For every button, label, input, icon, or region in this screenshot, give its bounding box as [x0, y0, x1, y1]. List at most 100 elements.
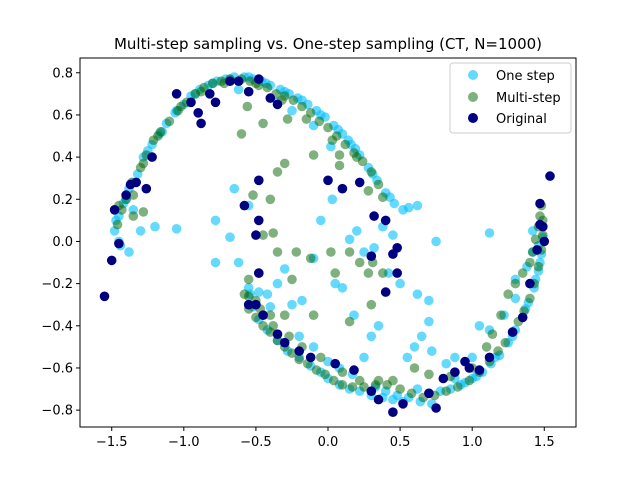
point-one-step — [287, 299, 297, 310]
point-multi-step — [268, 321, 279, 331]
chart-title: Multi-step sampling vs. One-step samplin… — [114, 35, 542, 53]
point-original — [106, 255, 117, 266]
point-one-step — [253, 287, 264, 297]
point-multi-step — [311, 365, 322, 375]
point-multi-step — [258, 321, 268, 331]
y-tick-label: −0.4 — [41, 319, 73, 334]
point-original — [121, 190, 131, 200]
point-one-step — [369, 243, 379, 253]
point-original — [186, 97, 196, 108]
point-original — [538, 221, 548, 232]
point-original — [141, 183, 152, 194]
point-one-step — [431, 236, 441, 247]
point-original — [109, 205, 120, 215]
point-original — [253, 175, 264, 186]
point-original — [147, 152, 157, 162]
point-original — [330, 358, 341, 369]
point-multi-step — [243, 291, 254, 302]
point-multi-step — [373, 179, 384, 190]
point-multi-step — [251, 312, 261, 323]
point-multi-step — [291, 247, 302, 257]
point-original — [253, 215, 264, 226]
point-one-step — [229, 183, 240, 194]
point-one-step — [409, 342, 420, 352]
point-one-step — [279, 264, 290, 274]
point-multi-step — [500, 337, 511, 348]
y-tick-label: −0.8 — [41, 404, 73, 419]
point-multi-step — [320, 369, 330, 380]
point-original — [517, 312, 528, 323]
x-tick-label: −1.5 — [96, 435, 128, 450]
point-original — [424, 388, 434, 399]
point-one-step — [424, 295, 434, 306]
point-one-step — [412, 289, 423, 300]
point-original — [205, 89, 215, 99]
point-multi-step — [453, 382, 463, 392]
point-multi-step — [279, 310, 290, 321]
point-original — [193, 108, 203, 118]
point-multi-step — [272, 167, 283, 177]
point-multi-step — [503, 289, 513, 300]
point-original — [239, 200, 250, 211]
point-multi-step — [525, 293, 535, 304]
point-multi-step — [128, 190, 139, 200]
y-tick-label: −0.6 — [41, 361, 73, 376]
point-one-step — [233, 84, 244, 95]
point-original — [388, 407, 398, 418]
point-multi-step — [243, 274, 254, 285]
point-multi-step — [329, 375, 339, 386]
point-original — [171, 89, 182, 99]
point-multi-step — [344, 247, 355, 257]
point-original — [474, 365, 485, 375]
point-original — [272, 99, 283, 110]
point-multi-step — [305, 253, 316, 264]
point-multi-step — [297, 101, 307, 112]
point-one-step — [441, 358, 452, 369]
point-multi-step — [258, 118, 268, 129]
point-multi-step — [287, 348, 297, 359]
point-multi-step — [282, 114, 293, 124]
point-multi-step — [265, 194, 276, 205]
y-tick-label: 0.0 — [52, 235, 73, 250]
point-one-step — [124, 247, 134, 257]
point-multi-step — [525, 257, 535, 268]
legend-marker-one-step — [468, 70, 478, 80]
point-one-step — [416, 331, 427, 342]
point-multi-step — [258, 230, 268, 240]
point-original — [210, 97, 221, 108]
point-multi-step — [326, 247, 336, 257]
point-multi-step — [236, 129, 247, 139]
point-multi-step — [533, 261, 544, 272]
point-multi-step — [340, 139, 351, 150]
point-original — [369, 211, 379, 221]
point-original — [450, 367, 460, 378]
x-tick-label: −0.5 — [240, 435, 272, 450]
y-tick-label: 0.6 — [52, 108, 73, 123]
point-one-step — [337, 283, 348, 293]
point-original — [114, 238, 124, 249]
point-original — [507, 327, 518, 337]
point-original — [373, 394, 384, 405]
point-original — [431, 403, 441, 413]
point-multi-step — [301, 114, 312, 124]
legend-label-one-step: One step — [496, 69, 555, 84]
point-multi-step — [337, 367, 348, 378]
point-original — [354, 177, 365, 188]
point-original — [484, 352, 495, 363]
point-original — [279, 337, 290, 348]
point-original — [251, 299, 261, 310]
point-multi-step — [334, 150, 345, 160]
point-original — [464, 363, 475, 373]
point-multi-step — [366, 299, 377, 310]
point-multi-step — [138, 158, 149, 169]
point-multi-step — [441, 386, 452, 397]
y-tick-label: 0.4 — [52, 151, 73, 166]
point-multi-step — [344, 316, 355, 327]
point-original — [323, 175, 333, 186]
point-original — [525, 278, 535, 289]
point-one-step — [474, 321, 485, 331]
point-multi-step — [265, 310, 276, 321]
point-one-step — [450, 352, 460, 363]
point-multi-step — [334, 160, 345, 171]
point-one-step — [403, 202, 414, 213]
